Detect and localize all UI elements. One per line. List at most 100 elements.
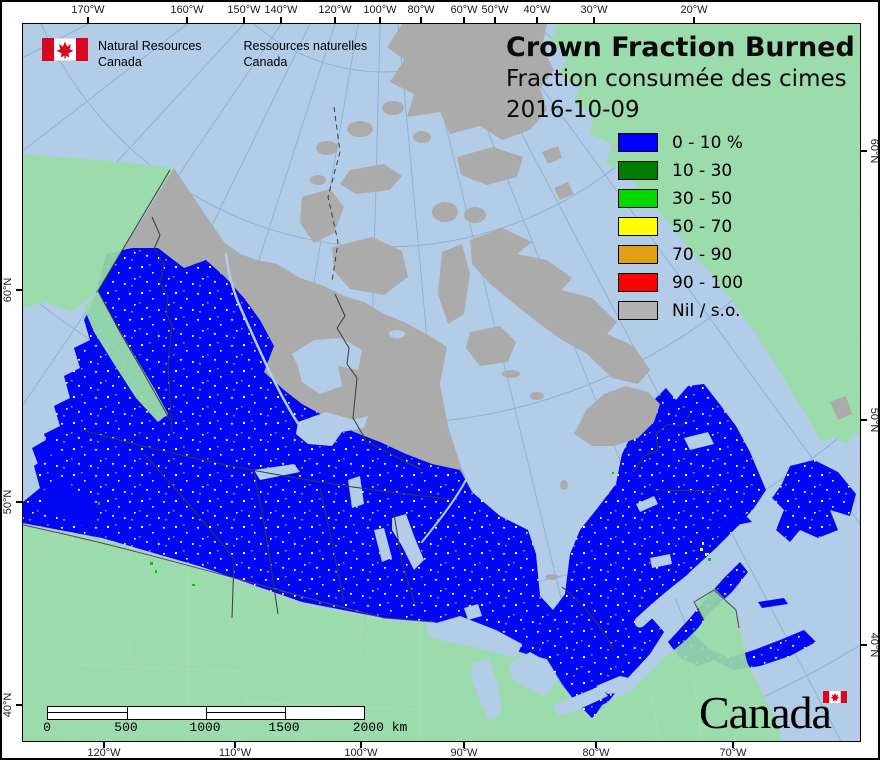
prince-edward-island	[758, 598, 788, 608]
legend-label: 30 - 50	[672, 188, 733, 209]
longitude-label: 120°W	[87, 747, 121, 759]
legend-swatch	[618, 189, 658, 208]
legend-row: 0 - 10 %	[618, 132, 743, 153]
scale-tick-label: 2000 km	[352, 720, 408, 735]
lakes	[254, 302, 714, 722]
longitude-label: 80°W	[582, 747, 610, 759]
canada-wordmark: Canada	[699, 686, 847, 739]
legend-row: 70 - 90	[618, 244, 743, 265]
legend-row: 10 - 30	[618, 160, 743, 181]
longitude-label: 150°W	[227, 4, 261, 16]
longitude-label: 60°W	[450, 4, 478, 16]
scale-tick-label: 1500	[268, 720, 300, 735]
arctic-islands	[300, 24, 650, 580]
longitude-label: 160°W	[170, 4, 204, 16]
latitude-label: 50°N	[2, 489, 14, 515]
legend-swatch	[618, 161, 658, 180]
map-date: 2016-10-09	[506, 97, 640, 123]
legend-label: 90 - 100	[672, 272, 744, 293]
longitude-label: 120°W	[318, 4, 352, 16]
legend-label: Nil / s.o.	[672, 300, 741, 321]
scale-tick-label: 1000	[189, 720, 221, 735]
longitude-tick	[280, 17, 282, 23]
newfoundland-island	[772, 460, 856, 542]
legend-label: 10 - 30	[672, 160, 733, 181]
longitude-tick	[463, 17, 465, 23]
longitude-tick	[494, 17, 496, 23]
latitude-label: 60°N	[2, 277, 14, 303]
map-title-fr: Fraction consumée des cimes	[506, 66, 847, 92]
longitude-label: 30°W	[580, 4, 608, 16]
scale-bar	[47, 706, 365, 720]
burn-class-specks	[98, 472, 711, 586]
legend-label: 70 - 90	[672, 244, 733, 265]
legend-swatch	[618, 245, 658, 264]
longitude-tick	[693, 17, 695, 23]
legend-row: 90 - 100	[618, 272, 744, 293]
legend-row: Nil / s.o.	[618, 300, 743, 321]
alaska-land	[23, 154, 174, 312]
legend-row: 30 - 50	[618, 188, 743, 209]
usa-canada-border	[23, 524, 740, 629]
legend-swatch	[618, 217, 658, 236]
latitude-tick	[16, 704, 22, 706]
longitude-tick	[732, 742, 734, 748]
longitude-label: 100°W	[344, 747, 378, 759]
map-title-block: Crown Fraction Burned Fraction consumée …	[506, 32, 855, 126]
legend-label: 50 - 70	[672, 216, 733, 237]
legend-swatch	[618, 301, 658, 320]
longitude-label: 110°W	[218, 747, 252, 759]
anticosti-island	[714, 516, 752, 528]
nrcan-header: Natural Resources Canada Ressources natu…	[42, 38, 367, 70]
wordmark-flag-icon	[823, 691, 847, 703]
nrcan-name-fr: Ressources naturelles Canada	[243, 39, 368, 69]
latitude-label: 60°N	[868, 138, 880, 164]
greenland-nil-speck	[830, 396, 852, 420]
longitude-tick	[536, 17, 538, 23]
ungava-nil-patch	[574, 386, 660, 446]
longitude-tick	[243, 17, 245, 23]
longitude-tick	[593, 17, 595, 23]
longitude-label: 70°W	[719, 747, 747, 759]
longitude-tick	[463, 742, 465, 748]
nrcan-name-en: Natural Resources Canada	[98, 39, 202, 69]
alaska-panhandle	[84, 290, 168, 422]
maritimes-data	[668, 562, 816, 670]
legend: 0 - 10 % 10 - 30 30 - 50 50 - 70 70 - 90 90 -…	[618, 133, 743, 329]
longitude-label: 20°W	[680, 4, 708, 16]
canada-map	[23, 24, 860, 741]
scale-tick-label: 500	[114, 720, 138, 735]
longitude-tick	[103, 742, 105, 748]
longitude-label: 80°W	[407, 4, 435, 16]
scale-tick-label: 0	[43, 720, 51, 735]
longitude-tick	[87, 17, 89, 23]
greenland-land	[550, 24, 860, 444]
legend-row: 50 - 70	[618, 216, 743, 237]
data-region-0-10	[23, 248, 766, 718]
longitude-tick	[334, 17, 336, 23]
longitude-tick	[234, 742, 236, 748]
longitude-tick	[420, 17, 422, 23]
longitude-tick	[360, 742, 362, 748]
latitude-label: 50°N	[868, 407, 880, 433]
latitude-tick	[16, 289, 22, 291]
canada-flag-icon	[42, 38, 88, 61]
latitude-tick	[861, 419, 867, 421]
longitude-tick	[186, 17, 188, 23]
haida-gwaii	[32, 440, 52, 464]
rivers	[224, 252, 732, 628]
latitude-label: 40°N	[2, 692, 14, 718]
vancouver-island	[38, 480, 100, 528]
longitude-tick	[595, 742, 597, 748]
latitude-tick	[861, 150, 867, 152]
longitude-label: 140°W	[264, 4, 298, 16]
wordmark-text: Canada	[699, 687, 832, 738]
usa-land	[23, 526, 782, 741]
legend-label: 0 - 10 %	[672, 132, 743, 153]
latitude-label: 40°N	[868, 632, 880, 658]
latitude-tick	[861, 644, 867, 646]
longitude-label: 100°W	[363, 4, 397, 16]
longitude-label: 170°W	[71, 4, 105, 16]
longitude-tick	[379, 17, 381, 23]
